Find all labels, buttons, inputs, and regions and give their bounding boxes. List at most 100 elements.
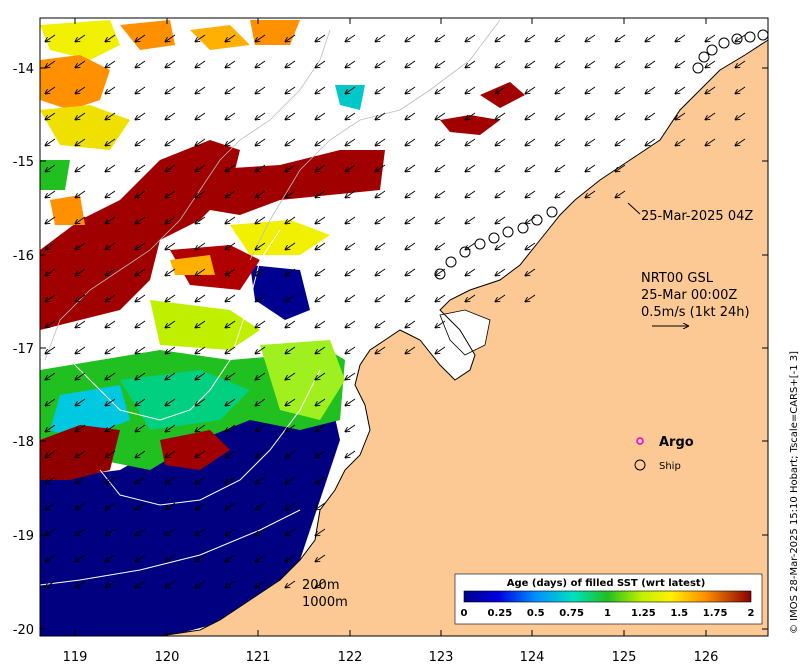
current-arrow [255,268,266,276]
current-arrow [105,268,116,276]
current-arrow [495,60,506,68]
current-arrow [75,450,86,458]
current-arrow [45,294,56,302]
current-arrow [165,372,176,380]
colorbar-tick-label: 0.25 [488,608,513,619]
current-arrow [45,320,56,328]
current-arrow [75,242,86,250]
colorbar-tick-label: 0 [461,608,468,619]
current-arrow [405,138,416,146]
current-arrow [105,424,116,432]
current-arrow [495,112,506,120]
current-arrow [45,476,56,484]
current-arrow [525,60,536,68]
current-arrow [195,580,206,588]
x-tick-label: 124 [520,650,545,665]
current-arrow [255,320,266,328]
current-arrow [495,268,506,276]
current-arrow [225,502,236,510]
current-arrow [75,60,86,68]
current-arrow [255,138,266,146]
current-arrow [285,372,296,380]
current-arrow [645,34,656,42]
current-arrow [285,346,296,354]
current-arrow [645,86,656,94]
current-arrow [555,112,566,120]
current-arrow [105,190,116,198]
current-arrow [465,190,476,198]
current-arrow [225,372,236,380]
y-tick-label: -15 [13,155,34,170]
current-arrow [105,476,116,484]
current-arrow [105,294,116,302]
current-arrow [75,320,86,328]
current-arrow [135,476,146,484]
current-arrow [285,398,296,406]
current-arrow [45,372,56,380]
current-arrow [675,86,686,94]
current-arrow [225,424,236,432]
current-arrow [405,86,416,94]
current-arrow [285,86,296,94]
current-arrow [615,112,626,120]
current-arrow [75,34,86,42]
current-arrow [735,138,746,146]
current-arrow [375,138,386,146]
current-arrow [225,554,236,562]
current-arrow [225,398,236,406]
current-arrow [525,86,536,94]
current-arrow [45,190,56,198]
current-arrow [495,242,506,250]
current-arrow [165,86,176,94]
current-arrow [315,190,326,198]
ship-position-marker [434,268,446,280]
current-arrow [195,86,206,94]
current-arrow [375,294,386,302]
current-arrow [255,554,266,562]
current-arrow [255,216,266,224]
current-arrow [255,242,266,250]
x-axis: 119 120 121 122 123 124 125 126 [63,18,718,665]
current-arrow [225,346,236,354]
current-arrow [165,554,176,562]
current-scale-label: 0.5m/s (1kt 24h) [641,305,750,320]
current-arrow [345,164,356,172]
current-arrow [255,34,266,42]
current-arrow [75,268,86,276]
ship-position-marker [706,44,718,56]
colorbar [463,590,752,603]
current-arrow [135,554,146,562]
current-arrow [225,242,236,250]
current-arrow [45,450,56,458]
current-arrow [255,476,266,484]
current-arrow [165,34,176,42]
current-arrow [615,138,626,146]
current-arrow [315,216,326,224]
current-arrow [315,450,326,458]
current-arrow [285,476,296,484]
current-arrow [435,60,446,68]
current-arrow [345,60,356,68]
current-arrow [165,424,176,432]
x-tick-label: 122 [338,650,363,665]
current-arrow [225,86,236,94]
current-arrow [405,60,416,68]
current-arrow [285,216,296,224]
current-arrow [45,424,56,432]
current-arrow [45,242,56,250]
current-arrow [555,86,566,94]
current-arrow [45,34,56,42]
current-arrow [555,190,566,198]
current-arrow [585,164,596,172]
current-arrow [135,294,146,302]
current-arrow [75,294,86,302]
current-arrow [345,372,356,380]
ship-position-marker [445,256,457,268]
current-arrow [315,580,326,588]
current-arrow [195,138,206,146]
current-arrow [345,424,356,432]
current-arrow [105,60,116,68]
current-arrow [135,424,146,432]
current-arrow [45,554,56,562]
current-arrow [735,34,746,42]
